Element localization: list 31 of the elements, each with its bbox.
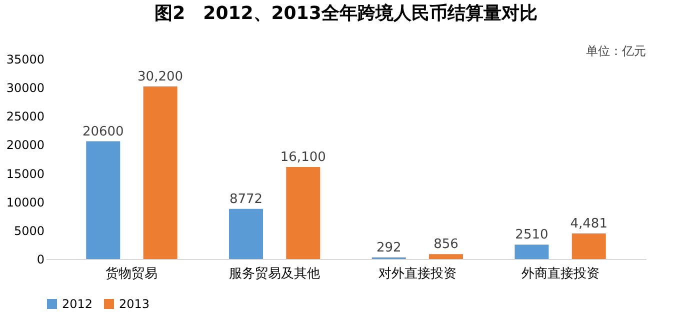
- x-tick-label: 外商直接投资: [521, 266, 600, 282]
- data-label: 16,100: [280, 150, 326, 165]
- bar: [514, 244, 549, 259]
- text: 单位：亿元: [586, 44, 646, 58]
- bar: [229, 208, 263, 259]
- data-label: 8772: [229, 192, 263, 207]
- y-tick-label: 20000: [6, 138, 44, 152]
- x-tick-label: 服务贸易及其他: [229, 266, 320, 282]
- data-label: 292: [376, 240, 402, 256]
- x-tick-label: 货物贸易: [106, 266, 158, 282]
- y-tick-label: 10000: [6, 195, 44, 210]
- legend-label: 2012: [62, 297, 93, 311]
- data-label: 30,200: [138, 69, 184, 84]
- y-tick-label: 35000: [6, 52, 44, 66]
- y-tick-label: 30000: [6, 81, 44, 96]
- y-tick-label: 15000: [6, 166, 44, 181]
- chart-title: 图2 2012、2013全年跨境人民币结算量对比: [154, 3, 538, 24]
- bar: [86, 141, 120, 259]
- data-label: 2510: [515, 228, 548, 243]
- bar: [429, 254, 463, 259]
- y-tick-label: 25000: [6, 110, 44, 124]
- data-label: 856: [434, 237, 458, 252]
- x-tick-label: 对外直接投资: [378, 266, 456, 282]
- bar: [572, 233, 606, 259]
- y-tick-label: 0: [36, 252, 44, 266]
- y-tick-label: 5000: [14, 224, 44, 238]
- legend-label: 2013: [119, 297, 150, 311]
- bar: [143, 86, 178, 259]
- data-label: 20600: [82, 124, 124, 140]
- data-label: 4,481: [570, 216, 608, 232]
- bar: [286, 167, 320, 259]
